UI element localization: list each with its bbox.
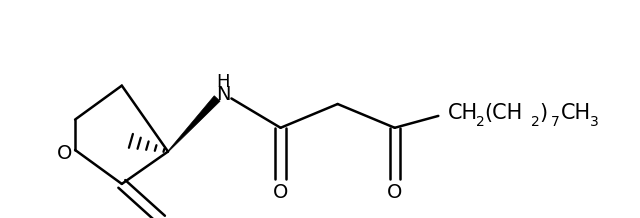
Text: ): ) — [540, 103, 548, 123]
Text: CH: CH — [448, 103, 478, 123]
Text: (CH: (CH — [484, 103, 523, 123]
Text: N: N — [216, 85, 231, 104]
Text: CH: CH — [561, 103, 591, 123]
Text: 7: 7 — [551, 115, 559, 129]
Text: 3: 3 — [590, 115, 599, 129]
Text: H: H — [217, 73, 230, 91]
Polygon shape — [168, 96, 220, 152]
Text: O: O — [57, 144, 72, 164]
Text: 2: 2 — [531, 115, 540, 129]
Text: O: O — [273, 182, 288, 201]
Text: 2: 2 — [476, 115, 484, 129]
Text: O: O — [387, 182, 403, 201]
